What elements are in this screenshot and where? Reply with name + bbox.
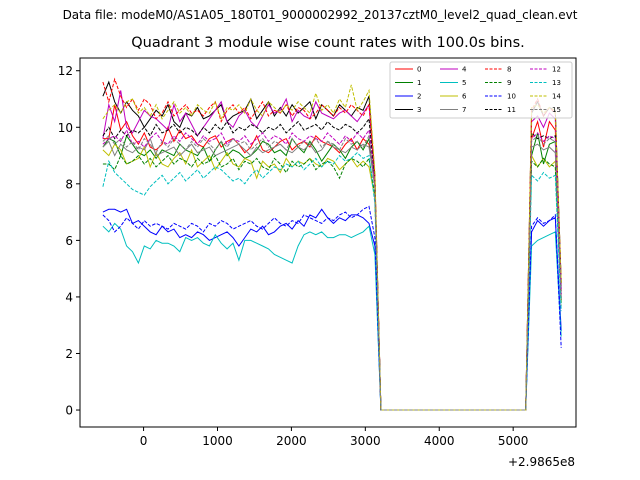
legend-label-0: 0 (417, 66, 421, 74)
legend-label-7: 7 (462, 106, 466, 114)
series-line-0 (102, 104, 562, 411)
series-line-8 (102, 77, 562, 411)
legend-label-6: 6 (462, 93, 467, 101)
x-tick-label: 1000 (202, 434, 233, 448)
x-tick-label: 5000 (498, 434, 529, 448)
legend-label-14: 14 (552, 93, 561, 101)
legend-label-3: 3 (417, 106, 421, 114)
legend-label-1: 1 (417, 79, 421, 87)
legend-label-15: 15 (552, 106, 561, 114)
series-line-9 (102, 154, 562, 411)
legend-label-10: 10 (507, 93, 516, 101)
chart-title: Quadrant 3 module wise count rates with … (131, 35, 525, 51)
y-axis: 0 2 4 6 8 10 12 (58, 64, 80, 418)
x-offset-label: +2.9865e8 (508, 455, 575, 469)
plot-frame (79, 57, 577, 428)
x-tick-label: 0 (140, 434, 148, 448)
x-tick-label: 2000 (276, 434, 307, 448)
legend-label-12: 12 (552, 66, 561, 74)
x-tick-label: 4000 (424, 434, 455, 448)
series-line-10 (102, 205, 562, 411)
series-line-12 (102, 128, 562, 411)
legend-label-2: 2 (417, 93, 421, 101)
series-line-13 (102, 152, 562, 411)
y-tick-label: 0 (65, 404, 73, 418)
x-axis: 0 1000 2000 3000 4000 5000 (140, 427, 529, 448)
series-line-1 (102, 132, 562, 411)
series-line-11 (102, 117, 562, 411)
legend-label-11: 11 (507, 106, 516, 114)
series-line-3 (102, 80, 562, 411)
legend-label-13: 13 (552, 79, 561, 87)
figure-suptitle: Data file: modeM0/AS1A05_180T01_90000029… (62, 8, 578, 22)
legend-label-5: 5 (462, 79, 466, 87)
y-tick-label: 4 (65, 290, 73, 304)
series-line-6 (102, 143, 562, 411)
series-line-15 (102, 134, 562, 411)
series-line-2 (102, 208, 562, 411)
series-line-14 (102, 84, 562, 411)
x-tick-label: 3000 (350, 434, 381, 448)
y-tick-label: 2 (65, 347, 73, 361)
legend-label-9: 9 (507, 79, 511, 87)
series-line-5 (102, 222, 562, 411)
y-tick-label: 12 (58, 64, 73, 78)
legend-label-8: 8 (507, 66, 511, 74)
legend-box (389, 61, 573, 119)
y-tick-label: 8 (65, 177, 73, 191)
series-lines (102, 77, 562, 411)
y-tick-label: 6 (65, 234, 73, 248)
y-tick-label: 10 (58, 121, 73, 135)
legend-label-4: 4 (462, 66, 467, 74)
series-line-7 (102, 137, 562, 411)
